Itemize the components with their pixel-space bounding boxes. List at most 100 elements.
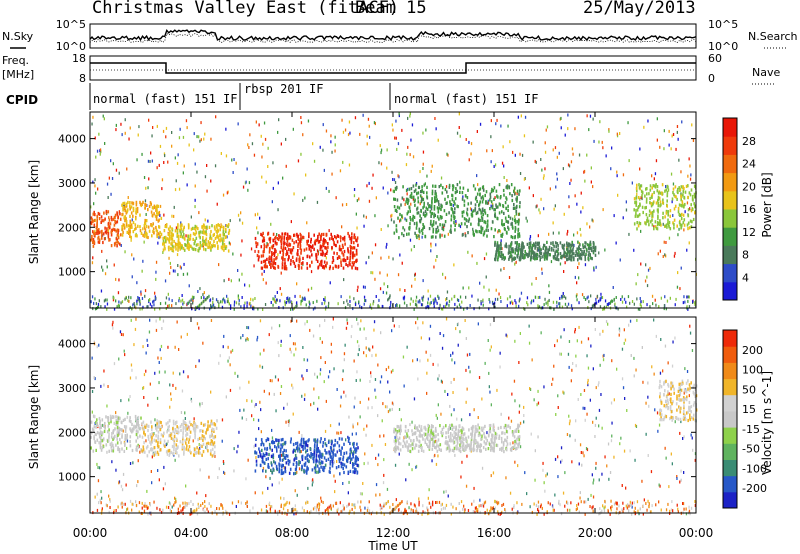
echo-cell <box>426 191 428 195</box>
scatter-cell <box>334 490 336 494</box>
scatter-cell <box>180 221 182 225</box>
echo-cell <box>511 249 514 253</box>
echo-cell <box>318 239 321 244</box>
scatter-cell <box>620 436 622 440</box>
scatter-cell <box>629 503 631 507</box>
scatter-cell <box>201 301 203 305</box>
echo-cell <box>92 240 94 244</box>
scatter-cell <box>465 484 468 488</box>
scatter-cell <box>157 356 159 360</box>
echo-cell <box>397 216 399 220</box>
scatter-cell <box>261 175 263 179</box>
scatter-cell <box>210 303 212 307</box>
scatter-cell <box>558 302 560 306</box>
scatter-cell <box>200 121 202 125</box>
scatter-cell <box>325 129 328 133</box>
echo-cell <box>393 189 395 194</box>
echo-cell <box>429 222 432 226</box>
scatter-cell <box>417 326 419 330</box>
scatter-cell <box>387 380 389 384</box>
scatter-cell <box>658 423 661 427</box>
echo-cell <box>272 239 275 243</box>
echo-cell <box>454 190 457 194</box>
scatter-cell <box>365 433 367 437</box>
echo-cell <box>515 212 518 216</box>
echo-cell <box>484 211 487 215</box>
scatter-cell <box>90 205 92 209</box>
echo-cell <box>164 247 166 251</box>
scatter-cell <box>523 307 525 311</box>
scatter-cell <box>402 296 405 300</box>
echo-cell <box>143 233 146 238</box>
scatter-cell <box>197 305 199 309</box>
echo-cell <box>432 235 434 239</box>
scatter-cell <box>236 450 238 454</box>
scatter-cell <box>119 330 122 334</box>
echo-cell <box>305 247 308 251</box>
echo-cell <box>163 236 166 240</box>
echo-cell <box>398 236 400 240</box>
scatter-cell <box>231 501 234 505</box>
scatter-cell <box>456 131 459 135</box>
scatter-cell <box>292 509 294 513</box>
echo-cell <box>183 248 186 252</box>
scatter-cell <box>96 462 98 466</box>
echo-cell <box>569 246 572 250</box>
scatter-cell <box>409 238 412 242</box>
scatter-cell <box>183 505 185 509</box>
echo-cell <box>423 201 425 205</box>
scatter-cell <box>160 510 163 514</box>
scatter-cell <box>126 439 129 443</box>
scatter-cell <box>163 213 165 217</box>
scatter-cell <box>241 296 243 299</box>
echo-cell <box>224 246 227 250</box>
echo-cell <box>197 249 200 253</box>
scatter-cell <box>165 126 168 130</box>
scatter-cell <box>104 142 106 145</box>
echo-cell <box>351 265 353 269</box>
scatter-cell <box>574 194 576 198</box>
scatter-cell <box>218 302 220 306</box>
echo-cell <box>656 223 659 227</box>
scatter-cell <box>578 325 580 329</box>
echo-cell <box>302 261 304 265</box>
echo-cell <box>96 223 98 227</box>
scatter-cell <box>214 164 217 168</box>
echo-cell <box>503 193 505 197</box>
echo-cell <box>336 256 339 260</box>
echo-cell <box>554 257 557 261</box>
echo-cell <box>667 218 669 222</box>
scatter-cell <box>118 481 120 485</box>
echo-cell <box>145 203 147 207</box>
echo-cell <box>188 243 190 247</box>
scatter-cell <box>479 510 481 514</box>
echo-cell <box>340 247 343 252</box>
echo-cell <box>182 229 184 233</box>
scatter-cell <box>532 299 535 303</box>
echo-cell <box>505 245 508 249</box>
echo-cell <box>270 265 272 269</box>
echo-cell <box>266 265 268 269</box>
echo-cell <box>453 214 455 219</box>
echo-cell <box>408 187 411 191</box>
scatter-cell <box>432 503 434 507</box>
scatter-cell <box>378 161 380 165</box>
scatter-cell <box>324 509 326 513</box>
scatter-cell <box>185 503 187 507</box>
scatter-cell <box>448 299 451 303</box>
echo-cell <box>268 250 271 254</box>
echo-cell <box>454 228 456 232</box>
echo-cell <box>479 218 481 223</box>
scatter-cell <box>333 474 335 478</box>
echo-cell <box>321 265 324 269</box>
scatter-cell <box>347 491 349 495</box>
scatter-cell <box>400 418 402 422</box>
echo-cell <box>297 253 299 257</box>
scatter-cell <box>584 418 586 422</box>
echo-cell <box>494 212 496 216</box>
echo-cell <box>317 266 319 270</box>
echo-cell <box>129 219 132 223</box>
echo-cell <box>590 246 592 250</box>
scatter-cell <box>175 386 177 390</box>
scatter-cell <box>238 302 240 306</box>
